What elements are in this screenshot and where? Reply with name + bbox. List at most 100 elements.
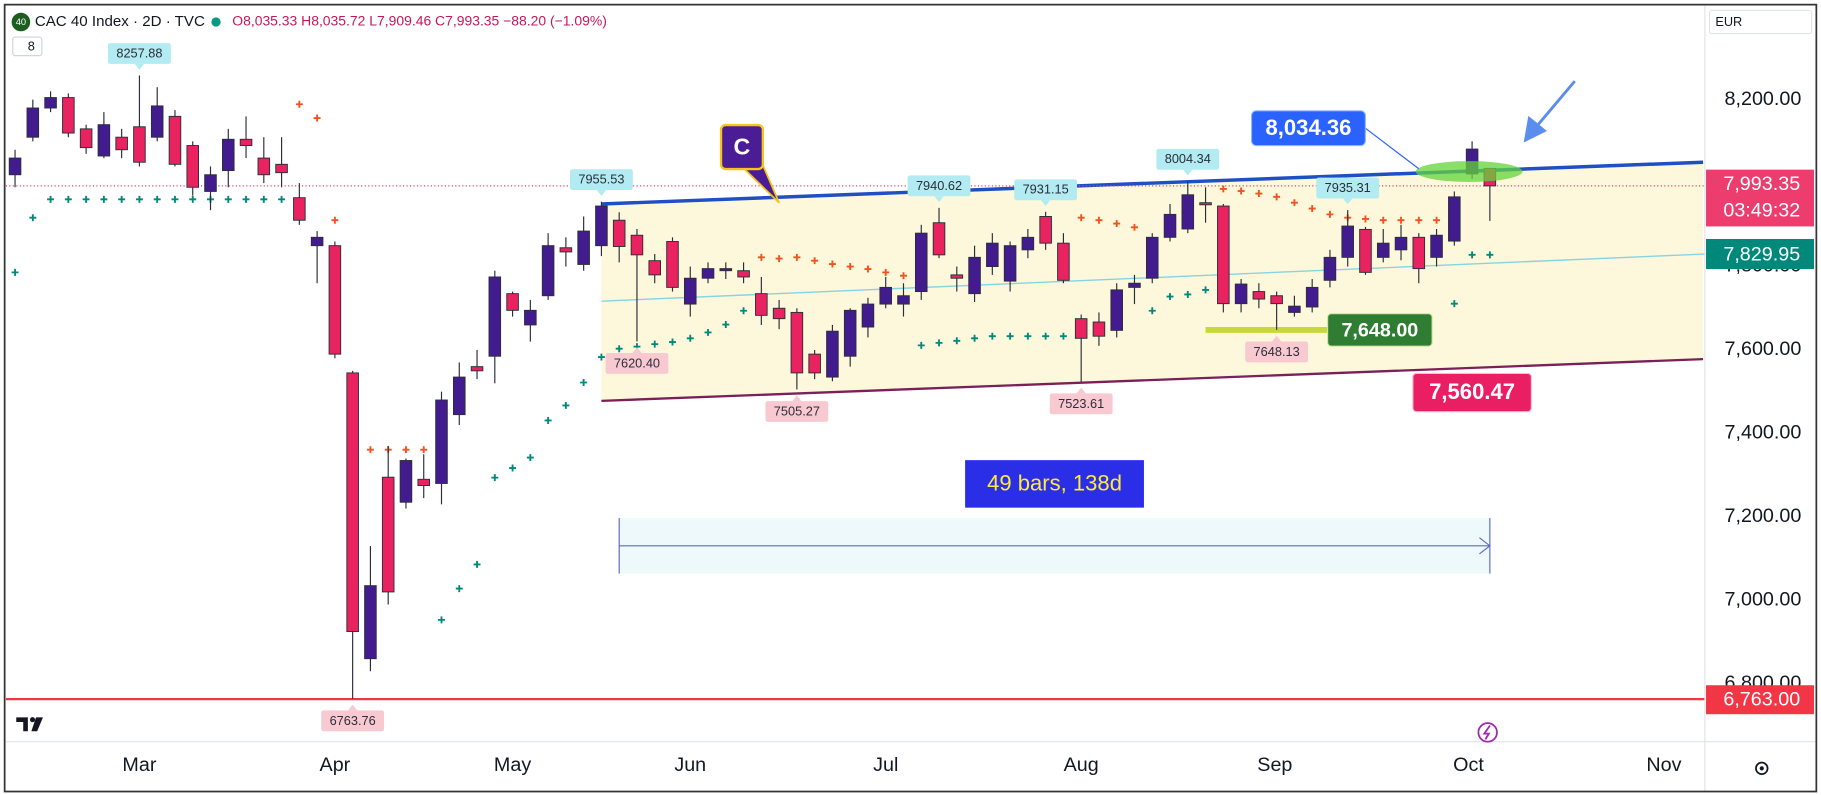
sar-dot bbox=[1255, 190, 1263, 198]
candle-body bbox=[1448, 196, 1461, 242]
candle-body bbox=[381, 476, 395, 593]
candle-body bbox=[26, 107, 40, 138]
candle-body bbox=[204, 174, 217, 192]
candle-body bbox=[1430, 234, 1443, 258]
sar-dot bbox=[1415, 216, 1423, 224]
pivot-label-box bbox=[1245, 341, 1309, 363]
candle-body bbox=[328, 245, 342, 355]
sar-dot bbox=[544, 416, 552, 424]
sar-dot bbox=[331, 216, 339, 224]
pivot-pointer bbox=[348, 704, 358, 711]
sar-dot bbox=[1237, 187, 1245, 195]
candle-body bbox=[666, 241, 679, 288]
pivot-pointer bbox=[632, 347, 642, 354]
candle-body bbox=[364, 585, 377, 660]
pivot-label-box bbox=[765, 401, 829, 422]
sar-dot bbox=[846, 263, 854, 271]
pivot-label: 8004.34 bbox=[1165, 151, 1211, 166]
x-tick-label: Jul bbox=[873, 754, 898, 776]
pivot-label: 7931.15 bbox=[1023, 182, 1069, 197]
symbol-badge bbox=[11, 12, 31, 32]
candle-body bbox=[950, 274, 964, 279]
pivot-label-box bbox=[321, 710, 385, 732]
sar-dot bbox=[224, 195, 232, 203]
candle-body bbox=[1394, 236, 1408, 251]
sar-dot bbox=[864, 265, 872, 273]
sar-dot bbox=[1024, 332, 1032, 340]
sar-dot bbox=[597, 353, 605, 361]
pivot-pointer bbox=[134, 63, 145, 70]
settings-icon[interactable] bbox=[1755, 761, 1769, 776]
badge-text: 40 bbox=[16, 17, 26, 27]
sar-dot bbox=[1290, 199, 1298, 207]
x-tick-label: Mar bbox=[122, 754, 156, 776]
indicator-count[interactable]: 8 bbox=[28, 38, 35, 53]
sar-dot bbox=[82, 195, 90, 203]
candle-body bbox=[168, 115, 182, 165]
candle-body bbox=[1288, 305, 1301, 313]
sar-dot bbox=[1219, 185, 1227, 193]
sar-dot bbox=[313, 114, 321, 122]
sar-dot bbox=[278, 195, 286, 203]
sar-dot bbox=[420, 446, 428, 454]
sar-dot bbox=[1006, 332, 1014, 340]
candle-body bbox=[470, 366, 484, 372]
replay-icon[interactable] bbox=[1477, 722, 1498, 743]
callout-box bbox=[1250, 110, 1366, 147]
candle-body bbox=[1181, 194, 1195, 230]
sar-dot bbox=[153, 195, 161, 203]
candle-body bbox=[701, 268, 715, 279]
plot-marks bbox=[5, 75, 1705, 701]
candle-body bbox=[1305, 286, 1319, 308]
candle-body bbox=[1341, 225, 1354, 258]
callout-box bbox=[719, 123, 765, 171]
candle-body bbox=[222, 138, 235, 172]
candle-body bbox=[719, 268, 733, 272]
pivot-pointer bbox=[1040, 200, 1051, 207]
callout-label: C bbox=[734, 133, 751, 159]
candle-body bbox=[1217, 205, 1230, 305]
pivot-pointer bbox=[1076, 387, 1086, 394]
candle-body bbox=[1057, 242, 1070, 281]
measure-label-box bbox=[965, 460, 1144, 508]
sar-dot bbox=[988, 332, 996, 340]
trendline-value-box bbox=[1706, 238, 1815, 270]
pivot-label: 6763.76 bbox=[330, 713, 376, 728]
candle-body bbox=[1092, 321, 1106, 337]
candle-body bbox=[1323, 256, 1337, 281]
sar-dot bbox=[1397, 216, 1405, 224]
sar-dot bbox=[793, 253, 801, 261]
sar-dot bbox=[651, 340, 659, 348]
sar-dot bbox=[1379, 216, 1387, 224]
x-tick-label: Oct bbox=[1453, 754, 1484, 776]
candle-body bbox=[257, 157, 271, 176]
sar-dot bbox=[775, 255, 783, 263]
sar-dot bbox=[1273, 193, 1281, 201]
sar-dot bbox=[438, 616, 445, 624]
y-tick-label: 7,400.00 bbox=[1725, 422, 1802, 444]
sar-dot bbox=[526, 454, 534, 462]
sar-dot bbox=[1184, 291, 1192, 298]
sar-dot bbox=[1131, 223, 1138, 231]
currency[interactable]: EUR bbox=[1715, 14, 1742, 29]
sar-dot bbox=[1308, 205, 1316, 213]
candle-body bbox=[8, 157, 22, 176]
pivot-label-box bbox=[570, 169, 633, 191]
sar-dot bbox=[47, 195, 55, 203]
candle-body bbox=[577, 230, 590, 265]
sar-dot bbox=[757, 253, 765, 261]
pivot-pointer bbox=[934, 196, 944, 203]
candle-body bbox=[1128, 282, 1141, 288]
indicator-toggle[interactable] bbox=[12, 36, 43, 57]
candle-body bbox=[932, 222, 946, 256]
sar-dot bbox=[722, 321, 730, 328]
candle-body bbox=[612, 219, 626, 247]
candle-body bbox=[150, 105, 164, 138]
currency-button[interactable] bbox=[1708, 9, 1813, 35]
x-tick-label: Nov bbox=[1646, 754, 1681, 776]
axes: 6,800.007,000.007,200.007,400.007,600.00… bbox=[122, 88, 1815, 776]
candle-body bbox=[772, 307, 786, 320]
price-line-label: 6,763.00 bbox=[1723, 689, 1800, 711]
pivot-pointer bbox=[596, 190, 607, 196]
